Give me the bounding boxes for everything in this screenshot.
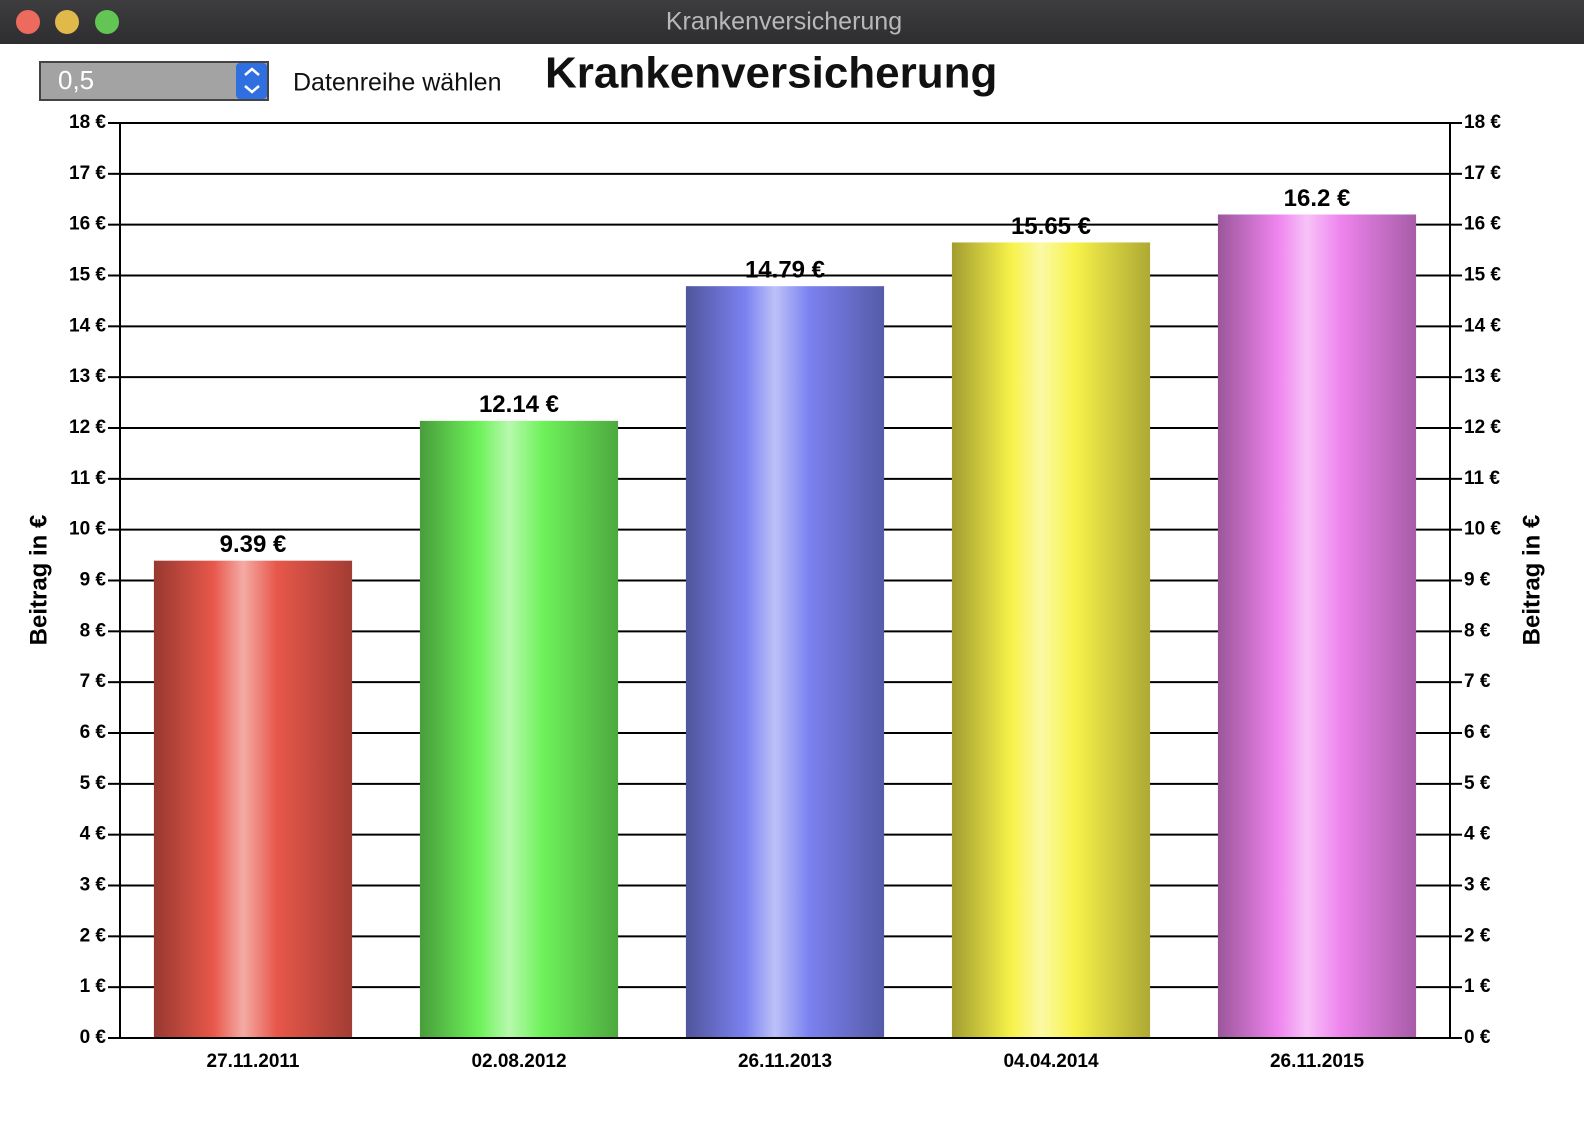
y2-tick-label: 2 € [1464,925,1491,946]
y2-tick-label: 16 € [1464,214,1501,235]
y-tick-label: 16 € [69,214,106,235]
y2-tick-label: 14 € [1464,315,1501,336]
stepper-arrows [244,67,260,94]
y-tick-label: 10 € [69,519,106,540]
y-tick-label: 11 € [70,468,106,489]
y-tick-label: 12 € [69,417,106,438]
y-tick-label: 8 € [80,620,107,641]
window-title: Krankenversicherung [666,8,902,36]
value-label: 15.65 € [1011,213,1091,240]
spinner[interactable] [39,61,269,101]
x-tick-label: 04.04.2014 [1003,1051,1099,1072]
spinner-stepper[interactable] [236,63,267,99]
y-tick-label: 5 € [80,773,107,794]
bar [419,420,619,1039]
x-tick-label: 02.08.2012 [471,1051,566,1072]
zoom-button[interactable] [95,10,119,34]
y2-tick-label: 8 € [1464,620,1491,641]
value-label: 16.2 € [1284,185,1351,212]
y2-tick-label: 6 € [1464,722,1491,743]
y2-tick-label: 9 € [1464,570,1491,591]
y2-tick-label: 18 € [1464,112,1501,133]
y2-tick-label: 3 € [1464,875,1491,896]
x-tick-label: 27.11.2011 [207,1051,300,1072]
y2-tick-label: 5 € [1464,773,1491,794]
y-tick-label: 1 € [80,976,107,997]
y-tick-label: 0 € [80,1027,107,1048]
y2-tick-label: 0 € [1464,1027,1491,1048]
y-tick-label: 3 € [80,875,107,896]
y2-tick-label: 7 € [1464,671,1491,692]
y-tick-label: 2 € [80,925,107,946]
y2-tick-label: 10 € [1464,519,1501,540]
minimize-button[interactable] [55,10,79,34]
y2-tick-label: 13 € [1464,366,1501,387]
x-tick-label: 26.11.2013 [738,1051,832,1072]
bar [685,286,885,1038]
y-tick-label: 18 € [69,112,106,133]
y-tick-label: 4 € [80,824,107,845]
close-button[interactable] [16,10,40,34]
value-label: 12.14 € [479,391,559,418]
bar [1217,214,1417,1038]
bar [153,560,353,1038]
title-bar [0,0,1584,44]
y2-axis-label: Beitrag in € [1518,515,1545,646]
plot-frame [119,122,1451,1039]
y2-tick-label: 12 € [1464,417,1501,438]
x-tick-label: 26.11.2015 [1270,1051,1364,1072]
y-tick-label: 7 € [80,671,107,692]
chart-title: Krankenversicherung [545,49,997,98]
y-tick-label: 9 € [80,570,107,591]
y-tick-label: 13 € [69,366,106,387]
spinner-label: Datenreihe wählen [293,69,501,97]
y2-tick-label: 4 € [1464,824,1491,845]
chart: 0 € 0 € 1 € 1 € 2 € 2 € 3 € 3 € 4 € 4 € 5 € 5 € 6 € 6… [25,112,1545,1072]
y2-tick-label: 17 € [1464,163,1501,184]
y-tick-label: 14 € [69,315,106,336]
bar [951,242,1151,1039]
value-label: 14.79 € [745,257,825,284]
y-axis-label: Beitrag in € [25,515,52,646]
y-tick-label: 15 € [69,265,106,286]
y2-tick-label: 11 € [1464,468,1500,489]
spinner-value: 0,5 [58,65,94,95]
y2-tick-label: 15 € [1464,265,1501,286]
value-label: 9.39 € [220,531,287,558]
y-tick-label: 6 € [80,722,107,743]
y2-tick-label: 1 € [1464,976,1491,997]
y-tick-label: 17 € [69,163,106,184]
